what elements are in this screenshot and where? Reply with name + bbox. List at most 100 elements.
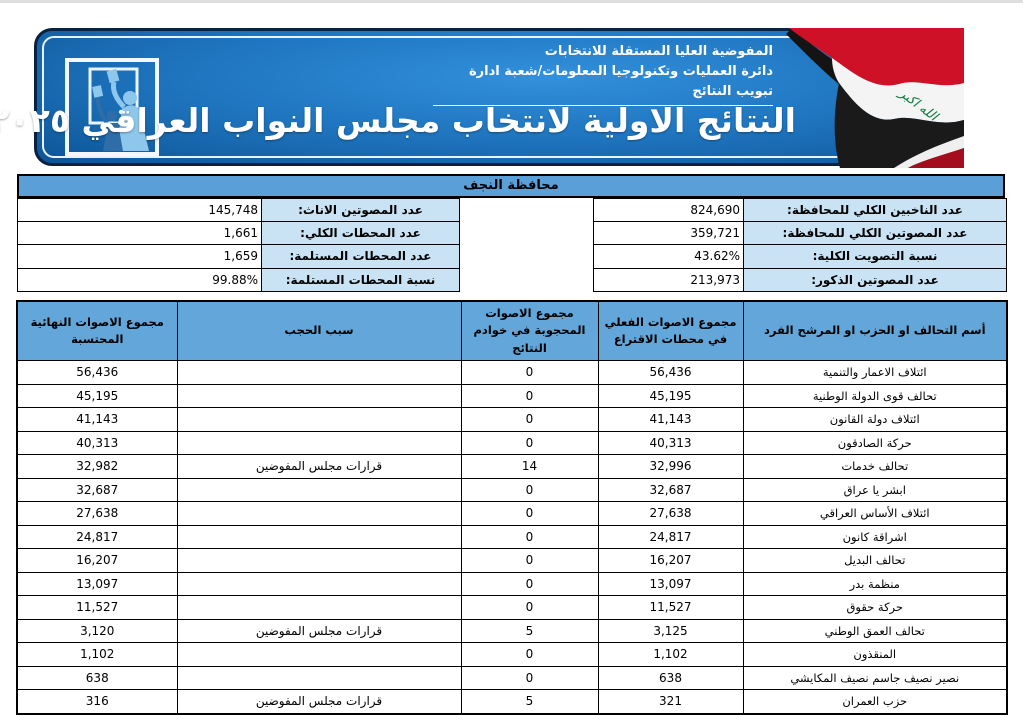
actual-votes-cell: 56,436 [598,360,745,385]
summary-row: عدد المصوتين الذكور: 213,973 [594,267,1008,292]
results-table: أسم التحالف او الحزب او المرشح الفرد مجم… [17,300,1009,715]
results-header-row: أسم التحالف او الحزب او المرشح الفرد مجم… [17,300,1009,361]
final-votes-cell: 1,102 [17,642,179,667]
actual-votes-cell: 11,527 [598,595,745,620]
actual-votes-cell: 32,996 [598,454,745,479]
final-votes-cell: 13,097 [17,571,179,596]
result-row: حزب العمران 321 5 قرارات مجلس المفوضين 3… [17,689,1009,714]
withheld-votes-cell: 0 [461,595,600,620]
withhold-reason-cell [177,430,463,455]
actual-votes-cell: 3,125 [598,618,745,643]
iraq-flag-icon: الله اكبر [745,28,965,168]
result-row: حركة حقوق 11,527 0 11,527 [17,595,1009,620]
result-row: تحالف خدمات 32,996 14 قرارات مجلس المفوض… [17,454,1009,479]
final-votes-cell: 56,436 [17,360,179,385]
withheld-votes-cell: 0 [461,642,600,667]
result-row: حركة الصادقون 40,313 0 40,313 [17,430,1009,455]
withhold-reason-cell: قرارات مجلس المفوضين [177,689,463,714]
coalition-name-cell: تحالف العمق الوطني [743,618,1009,643]
document-title: النتائج الاولية لانتخاب مجلس النواب العر… [0,101,797,140]
withhold-reason-cell [177,548,463,573]
withheld-votes-cell: 0 [461,477,600,502]
final-votes-cell: 638 [17,665,179,690]
result-row: تحالف العمق الوطني 3,125 5 قرارات مجلس ا… [17,618,1009,643]
final-votes-cell: 316 [17,689,179,714]
result-row: ائتلاف دولة القانون 41,143 0 41,143 [17,407,1009,432]
final-votes-cell: 16,207 [17,548,179,573]
withheld-votes-cell: 0 [461,501,600,526]
withhold-reason-cell [177,524,463,549]
result-row: ائتلاف الأساس العراقي 27,638 0 27,638 [17,501,1009,526]
coalition-name-cell: ابشر يا عراق [743,477,1009,502]
withhold-reason-cell [177,571,463,596]
org-division: دائرة العمليات وتكنولوجيا المعلومات/شعبة… [469,64,774,100]
actual-votes-cell: 1,102 [598,642,745,667]
province-bar: محافظة النجف [18,174,1006,198]
summary-value-cell: 43.62% [594,244,745,269]
summary-label-cell: عدد الناخبين الكلي للمحافظة: [744,197,1008,223]
withheld-votes-cell: 14 [461,454,600,479]
actual-votes-header: مجموع الاصوات الفعلي في محطات الاقتراع [598,300,745,361]
coalition-name-cell: ائتلاف دولة القانون [743,407,1009,432]
summary-row: عدد المصوتين الكلي للمحافظة: 359,721 [594,221,1008,246]
actual-votes-cell: 27,638 [598,501,745,526]
summary-value-cell: 213,973 [594,267,745,292]
withhold-reason-cell [177,383,463,408]
summary-label-cell: نسبة التصويت الكلية: [744,244,1008,269]
actual-votes-cell: 41,143 [598,407,745,432]
withhold-reason-cell [177,360,463,385]
withhold-reason-cell [177,477,463,502]
withheld-votes-header: مجموع الاصوات المحجوبة في خوادم النتائج [461,300,600,361]
result-row: تحالف قوى الدولة الوطنية 45,195 0 45,195 [17,383,1009,408]
province-summary-table-right: عدد الناخبين الكلي للمحافظة: 824,690 عدد… [594,197,1008,292]
org-header: المفوضية العليا المستقلة للانتخابات دائر… [434,42,774,107]
coalition-name-cell: حزب العمران [743,689,1009,714]
summary-label-cell: عدد المحطات الكلي: [262,221,461,246]
actual-votes-cell: 45,195 [598,383,745,408]
coalition-name-cell: منظمة بدر [743,571,1009,596]
withheld-votes-cell: 0 [461,430,600,455]
final-votes-cell: 24,817 [17,524,179,549]
summary-value-cell: 1,659 [18,244,263,269]
coalition-name-cell: حركة الصادقون [743,430,1009,455]
summary-row: عدد المصوتين الاناث: 145,748 [18,197,461,223]
final-votes-cell: 45,195 [17,383,179,408]
withhold-reason-cell: قرارات مجلس المفوضين [177,618,463,643]
coalition-name-cell: تحالف خدمات [743,454,1009,479]
summary-label-cell: نسبة المحطات المستلمة: [262,267,461,292]
withheld-votes-cell: 0 [461,524,600,549]
withheld-votes-cell: 0 [461,571,600,596]
result-row: ابشر يا عراق 32,687 0 32,687 [17,477,1009,502]
actual-votes-cell: 40,313 [598,430,745,455]
withhold-reason-cell [177,665,463,690]
summary-label-cell: عدد المصوتين الاناث: [262,197,461,223]
summary-value-cell: 1,661 [18,221,263,246]
withheld-votes-cell: 0 [461,383,600,408]
withheld-votes-cell: 0 [461,548,600,573]
withhold-reason-header: سبب الحجب [177,300,463,361]
withhold-reason-cell [177,407,463,432]
actual-votes-cell: 16,207 [598,548,745,573]
withhold-reason-cell [177,595,463,620]
summary-label-cell: عدد المصوتين الكلي للمحافظة: [744,221,1008,246]
withhold-reason-cell [177,501,463,526]
summary-value-cell: 824,690 [594,197,745,223]
summary-row: عدد الناخبين الكلي للمحافظة: 824,690 [594,197,1008,223]
banner: المفوضية العليا المستقلة للانتخابات دائر… [0,28,965,168]
coalition-name-cell: المنقذون [743,642,1009,667]
coalition-name-cell: نصير نصيف جاسم نصيف المكايشي [743,665,1009,690]
result-row: نصير نصيف جاسم نصيف المكايشي 638 0 638 [17,665,1009,690]
result-row: المنقذون 1,102 0 1,102 [17,642,1009,667]
summary-row: نسبة المحطات المستلمة: 99.88% [18,267,461,292]
result-row: منظمة بدر 13,097 0 13,097 [17,571,1009,596]
withheld-votes-cell: 5 [461,618,600,643]
coalition-name-header: أسم التحالف او الحزب او المرشح الفرد [743,300,1009,361]
final-votes-cell: 32,982 [17,454,179,479]
ihec-logo-icon [65,57,161,157]
result-row: تحالف البديل 16,207 0 16,207 [17,548,1009,573]
withheld-votes-cell: 0 [461,665,600,690]
summary-label-cell: عدد المصوتين الذكور: [744,267,1008,292]
summary-row: عدد المحطات الكلي: 1,661 [18,221,461,246]
page-scan-edge [0,0,1024,3]
